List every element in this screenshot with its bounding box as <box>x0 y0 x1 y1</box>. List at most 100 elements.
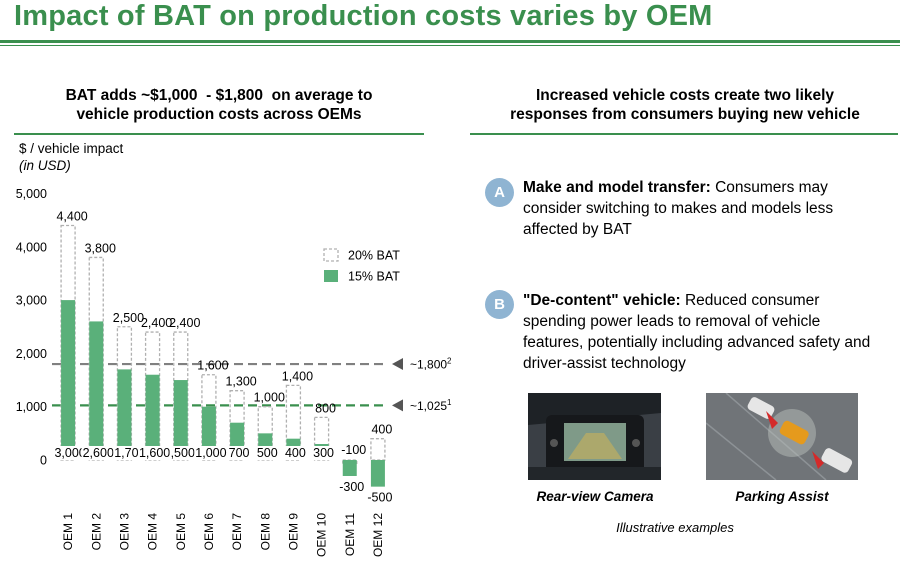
bar-15-bat <box>117 369 132 460</box>
x-tick-label: OEM 9 <box>286 513 300 551</box>
reference-label: ~1,0251 <box>410 398 452 413</box>
label-backing <box>312 446 336 460</box>
label-backing <box>227 446 251 460</box>
x-tick-label: OEM 2 <box>89 513 103 551</box>
data-label-20-bat: 1,600 <box>197 359 228 373</box>
x-axis: OEM 1 OEM 2 OEM 3 OEM 4 OEM 5 OEM 6 OEM 7 OEM 8… <box>61 513 385 557</box>
label-backing <box>169 446 196 460</box>
item-a-text: Make and model transfer: Consumers may c… <box>523 177 883 240</box>
label-backing <box>81 446 115 460</box>
data-label-20-bat: 1,400 <box>282 369 313 383</box>
data-label-15-bat: -500 <box>367 491 392 505</box>
y-tick-label: 1,000 <box>16 400 47 414</box>
x-tick-label: OEM 11 <box>343 513 357 556</box>
label-backing <box>194 446 228 460</box>
y-tick-label: 0 <box>40 454 47 468</box>
label-backing <box>137 446 172 460</box>
bar-20-bat <box>370 438 386 461</box>
legend-swatch-15-bat <box>324 270 338 282</box>
data-label-15-bat: 2,600 <box>83 446 114 460</box>
bar-15-bat <box>145 374 160 460</box>
legend-label-15-bat: 15% BAT <box>348 270 400 284</box>
bar-15-bat <box>370 460 385 487</box>
legend: 20% BAT 15% BAT <box>323 248 400 284</box>
bar-15-bat <box>61 300 76 460</box>
data-label-15-bat: 300 <box>313 446 334 460</box>
label-backing <box>283 446 307 460</box>
right-subtitle-line2: responses from consumers buying new vehi… <box>510 106 860 123</box>
illustrative-note: Illustrative examples <box>616 520 734 535</box>
title-rule-thin <box>0 45 900 46</box>
bat-impact-chart: 5,000 4,000 3,000 2,000 1,000 0 ~1,8002 ~1,025… <box>16 187 452 557</box>
data-label-20-bat: 3,800 <box>85 241 116 255</box>
data-label-20-bat: -100 <box>341 443 366 457</box>
y-axis-label: $ / vehicle impact (in USD) <box>19 140 123 174</box>
data-label-20-bat: 1,300 <box>225 375 256 389</box>
data-label-20-bat: 800 <box>315 401 336 415</box>
legend-label-20-bat: 20% BAT <box>348 249 400 263</box>
x-tick-label: OEM 1 <box>61 513 75 551</box>
reference-label: ~1,8002 <box>410 357 452 372</box>
x-tick-label: OEM 6 <box>202 513 216 551</box>
label-backing <box>255 446 279 460</box>
badge-a: A <box>485 178 514 207</box>
rear-view-camera-photo <box>528 393 661 480</box>
left-subtitle: BAT adds ~$1,000 - $1,800 on average to … <box>14 86 424 124</box>
reference-arrow <box>392 399 403 412</box>
data-label-15-bat: 500 <box>257 446 278 460</box>
data-labels: 4,400 3,000 3,800 2,600 2,500 1,70 2,400 1,600 2… <box>53 209 392 505</box>
data-label-15-bat: 1,000 <box>195 446 226 460</box>
data-label-15-bat: -300 <box>339 480 364 494</box>
data-label-15-bat: 400 <box>285 446 306 460</box>
bar-15-bat <box>173 380 188 460</box>
x-tick-label: OEM 3 <box>117 513 131 551</box>
reference-lines: ~1,8002 ~1,0251 <box>52 357 452 413</box>
x-tick-label: OEM 4 <box>146 513 160 551</box>
parking-assist-photo <box>706 393 858 480</box>
bar-15-bat <box>342 460 357 476</box>
left-subtitle-line1: BAT adds ~$1,000 - $1,800 on average to <box>65 87 373 104</box>
bar-15-bat <box>89 321 104 460</box>
data-label-15-bat: 1,600 <box>139 446 170 460</box>
y-tick-label: 3,000 <box>16 294 47 308</box>
data-label-15-bat: 700 <box>229 446 250 460</box>
legend-swatch-20-bat <box>323 248 339 262</box>
y-tick-label: 5,000 <box>16 187 47 201</box>
reference-footnote: 2 <box>447 357 452 366</box>
right-subtitle: Increased vehicle costs create two likel… <box>470 86 900 124</box>
right-subtitle-rule <box>470 133 898 135</box>
y-tick-label: 2,000 <box>16 347 47 361</box>
reference-footnote: 1 <box>447 398 452 407</box>
y-tick-label: 4,000 <box>16 240 47 254</box>
item-b-heading: "De-content" vehicle: <box>523 292 681 309</box>
y-axis: 5,000 4,000 3,000 2,000 1,000 0 <box>16 187 47 468</box>
data-label-20-bat: 4,400 <box>56 209 87 223</box>
left-subtitle-line2: vehicle production costs across OEMs <box>76 106 362 123</box>
rear-view-camera-caption: Rear-view Camera <box>536 489 654 504</box>
label-backing <box>53 446 87 460</box>
data-label-15-bat: 3,000 <box>54 446 85 460</box>
reference-arrow <box>392 358 403 371</box>
data-label-20-bat: 2,400 <box>169 316 200 330</box>
data-label-20-bat: 2,500 <box>113 311 144 325</box>
page-title: Impact of BAT on production costs varies… <box>14 0 713 32</box>
parking-assist-caption: Parking Assist <box>735 489 829 504</box>
badge-b: B <box>485 290 514 319</box>
x-tick-label: OEM 8 <box>258 513 272 551</box>
item-b-text: "De-content" vehicle: Reduced consumer s… <box>523 290 883 374</box>
item-a-heading: Make and model transfer: <box>523 179 711 196</box>
item-b-body: Reduced consumer spending power leads to… <box>523 292 871 372</box>
x-tick-label: OEM 7 <box>230 513 244 551</box>
data-label-20-bat: 400 <box>371 423 392 437</box>
data-label-15-bat: 1,70 <box>114 446 138 460</box>
x-tick-label: OEM 5 <box>174 513 188 551</box>
data-label-15-bat: ,500 <box>171 446 195 460</box>
label-backing <box>113 446 140 460</box>
x-tick-label: OEM 10 <box>315 513 329 557</box>
x-tick-label: OEM 12 <box>371 513 385 557</box>
data-label-20-bat: 2,400 <box>141 316 172 330</box>
item-a-body: Consumers may consider switching to make… <box>523 179 834 238</box>
bar-20-bat <box>313 416 330 461</box>
left-subtitle-rule <box>14 133 424 135</box>
title-rule <box>0 40 900 43</box>
